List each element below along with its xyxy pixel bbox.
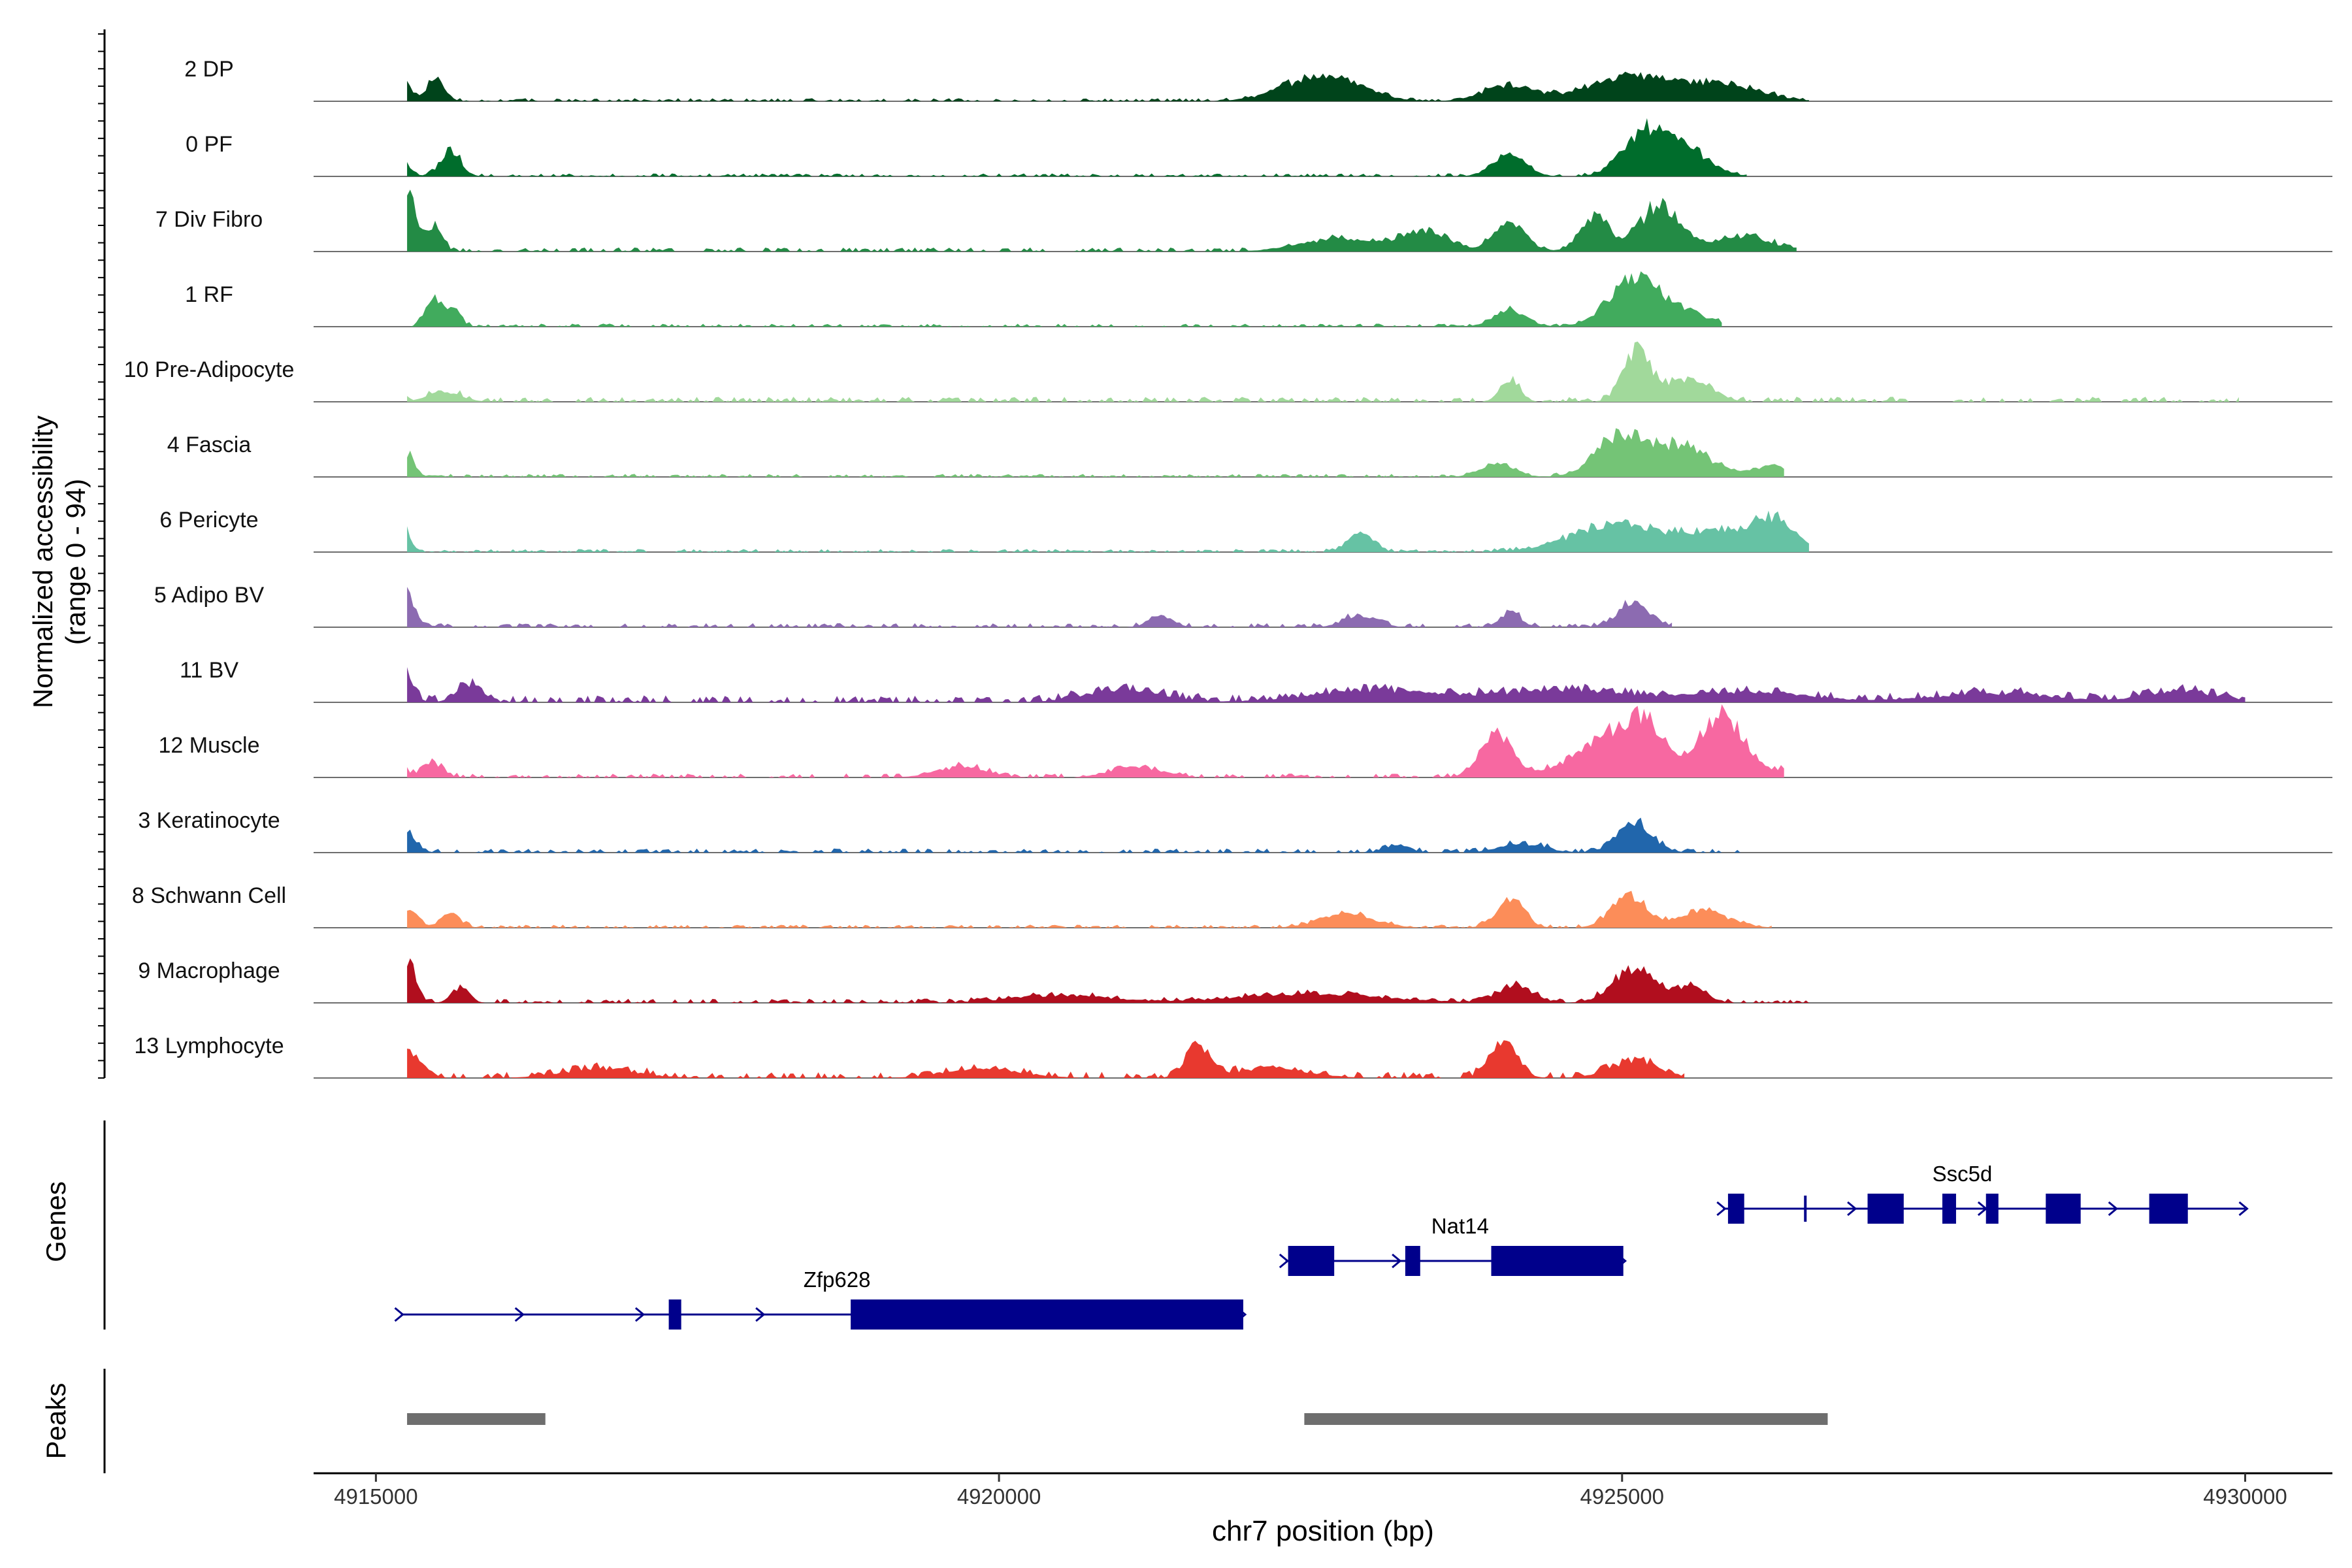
track-label: 9 Macrophage xyxy=(138,958,280,983)
strand-arrow xyxy=(755,1307,766,1322)
gene-annotation-panel: Zfp628 Nat14 Ssc5d xyxy=(103,1120,2249,1330)
coverage-area-0-pf xyxy=(407,118,1747,176)
x-tick-label: 4915000 xyxy=(334,1484,417,1509)
y-axis-title-line2: (range 0 - 94) xyxy=(60,479,91,645)
genes-panel-title: Genes xyxy=(41,1181,71,1262)
strand-arrow xyxy=(2238,1201,2249,1217)
exon-nat14 xyxy=(1288,1246,1335,1276)
coverage-tracks xyxy=(314,71,2332,1079)
exon-zfp628 xyxy=(851,1299,1243,1330)
track-label: 10 Pre-Adipocyte xyxy=(124,357,295,382)
strand-arrow xyxy=(1716,1201,1727,1217)
gene-label-zfp628: Zfp628 xyxy=(804,1267,871,1292)
coverage-area-2-dp xyxy=(407,71,1809,101)
coverage-area-12-muscle xyxy=(407,704,1784,777)
coverage-area-11-bv xyxy=(407,667,2246,702)
strand-arrow xyxy=(634,1307,645,1322)
coverage-area-10-pre-adipocyte xyxy=(407,341,2239,402)
peak-annotation-panel xyxy=(103,1369,1828,1473)
track-label: 6 Pericyte xyxy=(159,508,258,532)
exon-zfp628 xyxy=(668,1299,681,1330)
track-labels: 2 DP 0 PF 7 Div Fibro 1 RF 10 Pre-Adipocyte 4… xyxy=(124,57,295,1058)
exon-ssc5d xyxy=(1804,1196,1807,1222)
strand-arrow xyxy=(394,1307,404,1322)
track-label: 0 PF xyxy=(186,132,233,157)
track-label: 7 Div Fibro xyxy=(155,207,263,232)
coverage-area-9-macrophage xyxy=(407,958,1809,1003)
strand-arrow xyxy=(1279,1253,1290,1269)
track-label: 1 RF xyxy=(185,282,233,307)
track-label: 12 Muscle xyxy=(159,733,260,758)
exon-nat14 xyxy=(1491,1246,1624,1276)
track-label: 3 Keratinocyte xyxy=(138,808,280,833)
peaks-panel-title: Peaks xyxy=(41,1383,71,1460)
track-label: 8 Schwann Cell xyxy=(132,883,286,908)
strand-arrow xyxy=(1847,1201,1857,1217)
exon-ssc5d xyxy=(2046,1194,2081,1224)
strand-arrow xyxy=(2108,1201,2119,1217)
coverage-area-4-fascia xyxy=(407,428,1784,477)
coverage-area-13-lymphocyte xyxy=(407,1040,1685,1078)
x-axis-title: chr7 position (bp) xyxy=(1212,1515,1434,1547)
x-tick-label: 4920000 xyxy=(957,1484,1041,1509)
peak-region-bar xyxy=(407,1413,546,1425)
coverage-area-3-keratinocyte xyxy=(407,817,1747,853)
peak-region-bar xyxy=(1304,1413,1828,1425)
track-label: 4 Fascia xyxy=(167,433,252,457)
x-tick-label: 4930000 xyxy=(2203,1484,2287,1509)
coverage-area-1-rf xyxy=(407,271,1722,327)
exon-ssc5d xyxy=(1867,1194,1904,1224)
exon-ssc5d xyxy=(1942,1194,1956,1224)
x-tick-label: 4925000 xyxy=(1580,1484,1664,1509)
exon-nat14 xyxy=(1405,1246,1420,1276)
strand-arrow xyxy=(1392,1253,1402,1269)
exon-ssc5d xyxy=(1985,1194,1999,1224)
coverage-area-8-schwann-cell xyxy=(407,890,1772,928)
exon-ssc5d xyxy=(2149,1194,2188,1224)
y-axis-title-line1: Normalized accessibility xyxy=(27,416,58,708)
track-label: 11 BV xyxy=(180,658,238,683)
gene-label-nat14: Nat14 xyxy=(1431,1214,1489,1238)
coverage-area-6-pericyte xyxy=(407,510,1809,552)
strand-arrow xyxy=(514,1307,525,1322)
x-axis: 4915000 4920000 4925000 4930000 xyxy=(98,29,2332,1509)
coverage-area-7-div-fibro xyxy=(407,189,1797,252)
coverage-area-5-adipo-bv xyxy=(407,587,1673,627)
track-label: 5 Adipo BV xyxy=(154,583,265,608)
exon-ssc5d xyxy=(1727,1194,1744,1224)
gene-label-ssc5d: Ssc5d xyxy=(1933,1162,1993,1186)
track-label: 2 DP xyxy=(184,57,234,82)
track-label: 13 Lymphocyte xyxy=(134,1034,284,1058)
